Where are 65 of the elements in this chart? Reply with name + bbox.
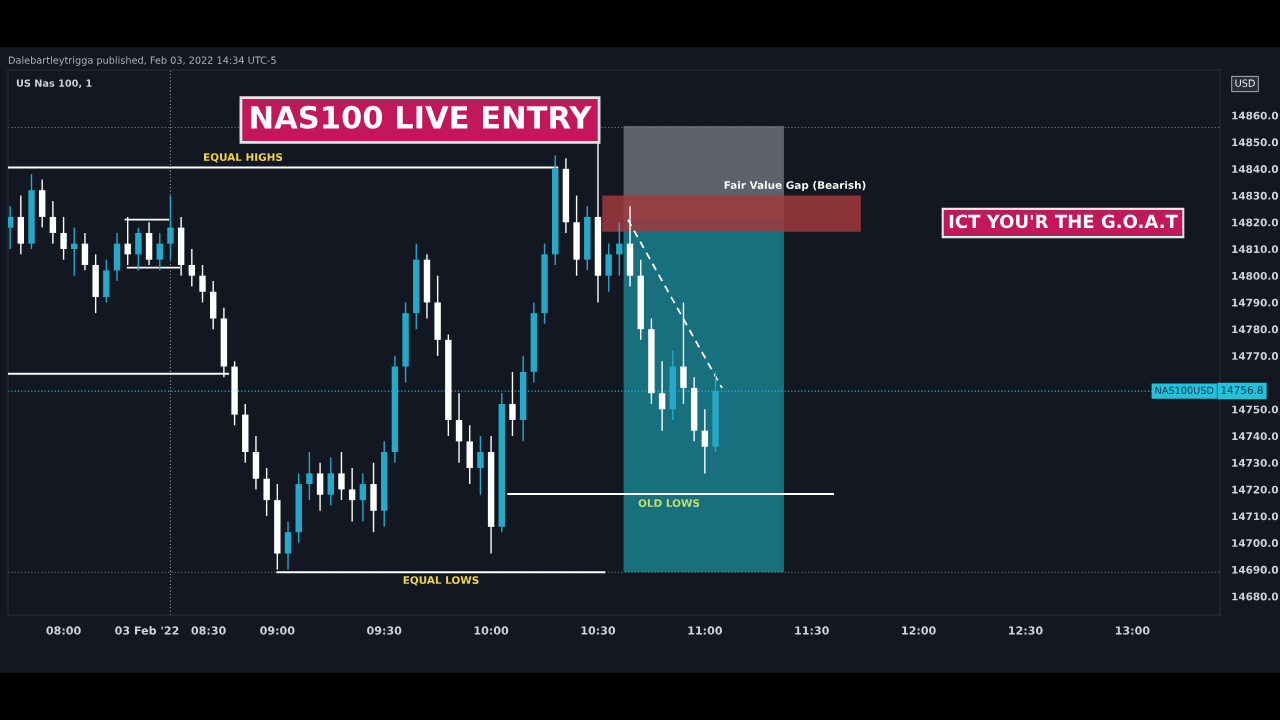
candlestick	[477, 435, 484, 496]
y-tick-label: 14750.0	[1232, 405, 1279, 414]
y-tick-label: 14780.0	[1232, 325, 1279, 334]
candlestick	[263, 467, 270, 517]
candlestick	[8, 205, 14, 250]
candlestick	[188, 248, 196, 288]
x-tick-label: 10:30	[581, 626, 616, 635]
x-tick-label: 09:00	[260, 626, 295, 635]
y-tick-label: 14860.0	[1232, 111, 1279, 120]
x-tick-label: 10:00	[474, 626, 509, 635]
x-tick-label: 09:30	[367, 626, 402, 635]
candlestick	[167, 194, 174, 261]
candlestick	[359, 472, 367, 523]
y-tick-label: 14770.0	[1232, 352, 1279, 360]
candlestick	[306, 451, 313, 501]
y-tick-label: 14730.0	[1232, 458, 1279, 467]
candlestick	[156, 232, 163, 272]
y-tick-label: 14690.0	[1232, 565, 1279, 574]
candlestick	[316, 462, 324, 512]
y-tick-label: 14680.0	[1232, 592, 1279, 601]
y-tick-label: 14840.0	[1232, 165, 1279, 173]
y-tick-label: 14710.0	[1232, 512, 1279, 521]
text: NAS100 LIVE ENTRY	[251, 105, 592, 129]
y-tick-label: 14790.0	[1232, 298, 1279, 307]
candlestick	[60, 216, 67, 261]
candlestick	[338, 451, 345, 501]
text: USD	[1235, 79, 1255, 87]
x-tick-label: 13:00	[1115, 626, 1150, 635]
annotation: EQUAL LOWS	[403, 576, 479, 586]
candlestick	[327, 456, 334, 507]
candlestick	[348, 467, 356, 523]
x-tick-label: 11:00	[688, 626, 722, 635]
y-tick-label: 14820.0	[1232, 218, 1279, 227]
text: Dalebartleytrigga published, Feb 03, 2022 14:34 UTC-5	[8, 56, 276, 66]
text: US Nas 100, 1	[16, 79, 92, 89]
y-tick-label: 14720.0	[1232, 485, 1279, 494]
y-tick-label: 14700.0	[1232, 539, 1279, 547]
y-tick-label: 14800.0	[1232, 271, 1279, 280]
annotation: OLD LOWS	[638, 499, 700, 508]
candlestick	[658, 360, 666, 432]
bar	[602, 195, 861, 232]
y-tick-label: 14830.0	[1232, 191, 1279, 200]
candlestick	[81, 232, 89, 272]
candlestick	[455, 392, 463, 464]
candlestick	[199, 264, 206, 304]
x-tick-label: 11:30	[795, 626, 829, 635]
x-tick-label: 03 Feb '22 08:30	[115, 626, 226, 635]
y-tick-label: 14850.0	[1232, 138, 1279, 147]
text: 14756.8	[1221, 386, 1263, 395]
annotation: Fair Value Gap (Bearish)	[724, 180, 866, 192]
candlestick	[509, 371, 516, 437]
y-tick-label: 14740.0	[1232, 432, 1279, 441]
candlestick	[605, 242, 612, 293]
candlestick	[49, 200, 57, 245]
x-tick-label: 12:30	[1009, 626, 1043, 635]
candlestick	[616, 221, 623, 277]
x-tick-label: 08:00	[46, 626, 81, 635]
annotation: EQUAL HIGHS	[204, 153, 283, 163]
ref-line-label: NAS100USD	[1155, 386, 1214, 394]
y-tick-label: 14810.0	[1232, 245, 1279, 254]
candlestick	[701, 408, 709, 475]
candlestick	[284, 520, 292, 571]
annotation: ICT YOU'R THE G.O.A.T	[949, 214, 1178, 229]
candlestick	[135, 226, 142, 272]
x-tick-label: 12:00	[902, 626, 936, 635]
